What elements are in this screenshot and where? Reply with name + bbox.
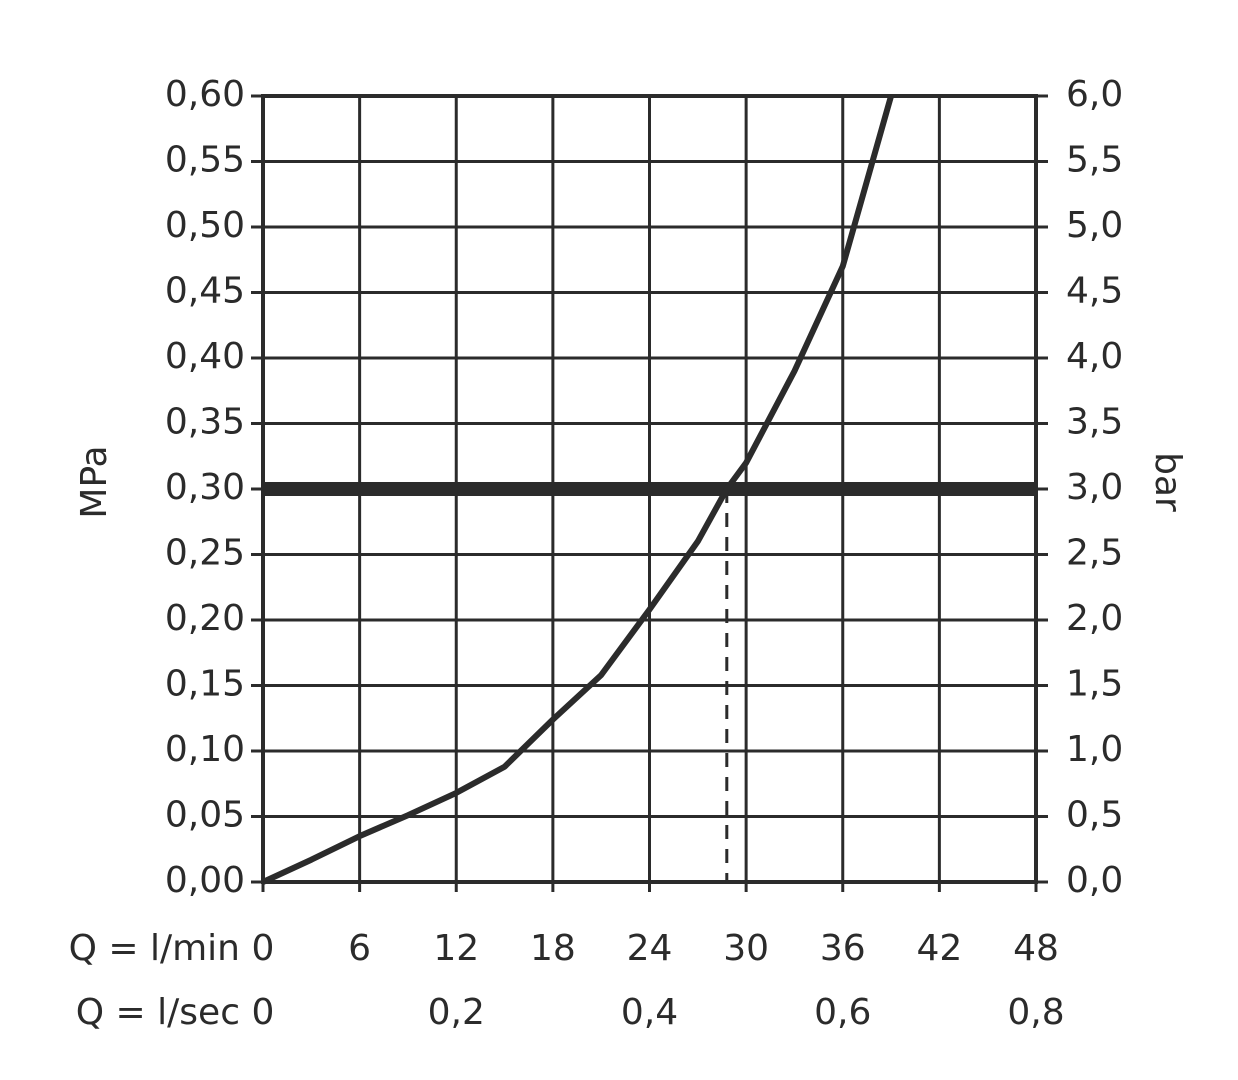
y2-tick-label: 1,5 bbox=[1066, 664, 1123, 705]
x-tick-label: 30 bbox=[723, 928, 769, 969]
x-tick-label: 6 bbox=[348, 928, 371, 969]
x-tick-label: 0 bbox=[252, 928, 275, 969]
curve bbox=[261, 95, 894, 885]
y-tick-label: 0,35 bbox=[165, 402, 245, 443]
x2-axis-label: Q = l/sec bbox=[76, 992, 240, 1033]
y-tick-label: 0,40 bbox=[165, 336, 245, 377]
y-tick-label: 0,30 bbox=[165, 467, 245, 508]
y2-tick-label: 5,0 bbox=[1066, 205, 1123, 246]
y-tick-label: 0,20 bbox=[165, 598, 245, 639]
y2-tick-label: 3,5 bbox=[1066, 402, 1123, 443]
y-tick-label: 0,15 bbox=[165, 664, 245, 705]
y2-tick-label: 2,5 bbox=[1066, 533, 1123, 574]
x2-tick-label: 0,6 bbox=[814, 992, 871, 1033]
y-tick-label: 0,05 bbox=[165, 795, 245, 836]
y2-tick-label: 4,5 bbox=[1066, 271, 1123, 312]
y-tick-label: 0,00 bbox=[165, 860, 245, 901]
y-tick-label: 0,50 bbox=[165, 205, 245, 246]
y-axis-label: MPa bbox=[74, 445, 115, 518]
x2-tick-label: 0,4 bbox=[621, 992, 678, 1033]
x-tick-label: 48 bbox=[1013, 928, 1059, 969]
y-tick-label: 0,55 bbox=[165, 140, 245, 181]
x-tick-label: 12 bbox=[433, 928, 479, 969]
y2-tick-label: 6,0 bbox=[1066, 74, 1123, 115]
y2-tick-label: 1,0 bbox=[1066, 729, 1123, 770]
y2-tick-label: 5,5 bbox=[1066, 140, 1123, 181]
x-tick-label: 36 bbox=[820, 928, 866, 969]
y2-axis-label: bar bbox=[1147, 452, 1188, 512]
x2-tick-label: 0,8 bbox=[1007, 992, 1064, 1033]
y2-tick-label: 4,0 bbox=[1066, 336, 1123, 377]
y2-tick-label: 0,5 bbox=[1066, 795, 1123, 836]
y2-tick-label: 0,0 bbox=[1066, 860, 1123, 901]
y-tick-label: 0,10 bbox=[165, 729, 245, 770]
x-axis-label: Q = l/min bbox=[69, 928, 240, 969]
y2-tick-label: 3,0 bbox=[1066, 467, 1123, 508]
x2-tick-label: 0,2 bbox=[428, 992, 485, 1033]
y-tick-label: 0,25 bbox=[165, 533, 245, 574]
y-tick-label: 0,45 bbox=[165, 271, 245, 312]
y2-tick-label: 2,0 bbox=[1066, 598, 1123, 639]
x-tick-label: 18 bbox=[530, 928, 576, 969]
x-tick-label: 24 bbox=[627, 928, 673, 969]
y-tick-label: 0,60 bbox=[165, 74, 245, 115]
x-tick-label: 42 bbox=[916, 928, 962, 969]
x2-tick-label: 0 bbox=[252, 992, 275, 1033]
